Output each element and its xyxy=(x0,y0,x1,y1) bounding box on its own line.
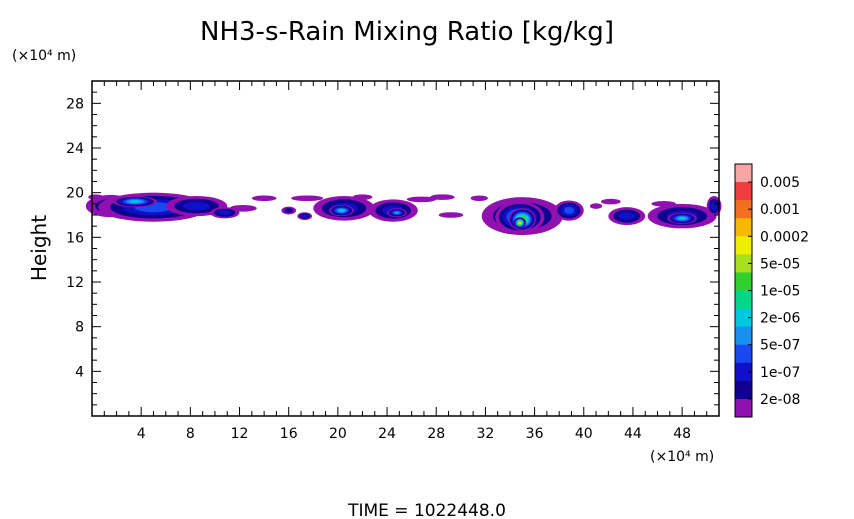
contour-cell xyxy=(281,206,297,215)
y-tick-label: 20 xyxy=(66,186,84,202)
contour-cell xyxy=(667,212,697,224)
colorbar-label: 0.001 xyxy=(760,202,800,218)
plot-cells xyxy=(85,192,722,236)
fringe-cell xyxy=(438,212,464,218)
colorbar-label: 1e-07 xyxy=(760,365,800,381)
x-tick-label: 24 xyxy=(378,426,396,442)
colorbar-swatch xyxy=(735,218,752,237)
y-tick-label: 28 xyxy=(66,96,84,112)
colorbar-swatch xyxy=(735,308,752,328)
colorbar-swatch xyxy=(735,362,752,382)
colorbar-swatch xyxy=(735,398,752,418)
fringe-cell xyxy=(600,198,621,205)
x-tick-label: 28 xyxy=(427,426,445,442)
contour-cell xyxy=(554,200,584,221)
y-tick-label: 12 xyxy=(66,275,84,291)
y-ticks: 4 8 12 16 20 24 28 xyxy=(66,91,719,406)
fringe-cell xyxy=(406,196,437,203)
contour-level xyxy=(518,221,521,224)
y-tick-label: 4 xyxy=(75,364,84,380)
x-tick-label: 4 xyxy=(137,426,146,442)
colorbar-label: 0.005 xyxy=(760,175,800,191)
x-tick-label: 32 xyxy=(476,426,494,442)
x-ticks: 4 8 12 16 20 24 28 32 36 40 44 48 xyxy=(103,81,708,442)
x-tick-label: 40 xyxy=(575,426,593,442)
y-tick-label: 16 xyxy=(66,230,84,246)
colorbar: 0.005 0.001 0.0002 5e-05 1e-05 2e-06 5e-07 1e-0… xyxy=(734,163,809,418)
x-tick-label: 16 xyxy=(280,426,298,442)
colorbar-label: 2e-06 xyxy=(760,311,800,327)
fringe-cell xyxy=(470,195,488,202)
contour-cell xyxy=(608,207,646,226)
colorbar-label: 5e-05 xyxy=(760,256,800,272)
contour-level xyxy=(394,211,400,215)
contour-level xyxy=(710,201,718,211)
contour-cell xyxy=(112,196,158,208)
y-tick-label: 8 xyxy=(75,320,84,336)
colorbar-swatch xyxy=(735,200,752,219)
colorbar-swatch xyxy=(735,380,752,400)
contour-level xyxy=(563,207,575,215)
colorbar-swatch xyxy=(735,236,752,255)
x-tick-label: 12 xyxy=(231,426,249,442)
x-tick-label: 20 xyxy=(329,426,347,442)
x-tick-label: 8 xyxy=(186,426,195,442)
colorbar-swatch xyxy=(735,182,752,201)
time-label: TIME = 1022448.0 xyxy=(347,501,506,519)
y-tick-label: 24 xyxy=(66,141,84,157)
contour-level xyxy=(678,216,686,220)
y-unit-label: (×10⁴ m) xyxy=(12,48,76,64)
fringe-cell xyxy=(251,195,277,202)
contour-level xyxy=(338,209,345,212)
fringe-cell xyxy=(589,203,603,209)
colorbar-swatch xyxy=(735,344,752,364)
contour-level xyxy=(618,212,635,221)
contour-cell xyxy=(210,207,240,219)
x-tick-label: 44 xyxy=(624,426,642,442)
contour-level xyxy=(129,200,141,203)
colorbar-swatch xyxy=(735,290,752,310)
colorbar-swatch xyxy=(735,164,752,183)
contour-cell xyxy=(513,217,526,229)
colorbar-label: 1e-05 xyxy=(760,284,800,300)
y-axis-label: Height xyxy=(27,215,51,281)
x-unit-label: (×10⁴ m) xyxy=(650,449,714,465)
contour-level xyxy=(301,214,308,218)
contour-level xyxy=(218,210,232,216)
x-tick-label: 36 xyxy=(526,426,544,442)
contour-level xyxy=(284,208,294,213)
colorbar-label: 2e-08 xyxy=(760,392,800,408)
contour-cell xyxy=(329,204,354,217)
colorbar-swatch xyxy=(735,326,752,346)
colorbar-swatch xyxy=(735,254,752,273)
colorbar-label: 0.0002 xyxy=(760,229,809,245)
contour-cell xyxy=(297,212,313,221)
contour-level xyxy=(182,201,211,211)
fringe-cell xyxy=(291,195,324,202)
fringe-cell xyxy=(430,194,455,200)
contour-cell xyxy=(387,208,407,218)
chart-title: NH3-s-Rain Mixing Ratio [kg/kg] xyxy=(200,17,614,47)
colorbar-swatch xyxy=(735,272,752,291)
colorbar-label: 5e-07 xyxy=(760,338,800,354)
x-tick-label: 48 xyxy=(673,426,691,442)
plot-frame xyxy=(91,80,720,417)
